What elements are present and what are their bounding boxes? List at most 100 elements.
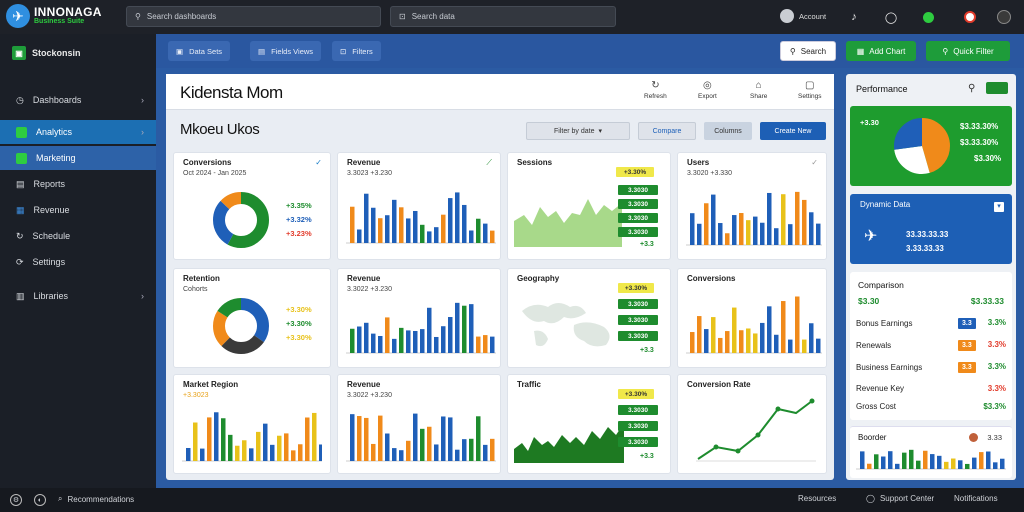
card-title: Revenue — [347, 158, 381, 167]
green-summary-card[interactable]: +3.30 $3.33.30% $3.33.30% $3.30% — [850, 106, 1012, 186]
settings-action[interactable]: ▢ Settings — [798, 80, 822, 100]
list-item[interactable]: Renewals 3.3 3.3% — [856, 340, 1006, 351]
columns-button[interactable]: Columns — [704, 122, 752, 140]
chart-bar — [972, 457, 977, 469]
right-panel: Performance ⚲ +3.30 $3.33.30% $3.33.30% … — [846, 74, 1016, 480]
sidebar-item-revenue[interactable]: ▦ Revenue — [0, 198, 156, 222]
card-revenue-2[interactable]: Revenue 3.3022 +3.230 — [337, 268, 501, 368]
tab-filters[interactable]: ⊡ Filters — [332, 41, 381, 61]
settings-button[interactable]: ⚙ — [10, 494, 22, 506]
list-value: $3.33.33 — [970, 296, 1004, 306]
tab-data-sets[interactable]: ▣ Data Sets — [168, 41, 231, 61]
list-item[interactable]: Bonus Earnings 3.3 3.3% — [856, 318, 1006, 329]
add-chart-button[interactable]: ▦ Add Chart — [846, 41, 916, 61]
card-sessions[interactable]: Sessions +3.30% 3.3030 3.3030 3.3030 3.3… — [507, 152, 671, 260]
bar-chart — [346, 413, 496, 462]
notifications-icon[interactable] — [962, 9, 978, 25]
card-conversion-rate[interactable]: Conversion Rate — [677, 374, 827, 474]
profile-icon[interactable] — [996, 9, 1012, 25]
card-conversions[interactable]: Conversions Oct 2024 - Jan 2025 ✓ +3.35%… — [173, 152, 331, 260]
card-conversions-2[interactable]: Conversions — [677, 268, 827, 368]
user-menu[interactable]: Account — [780, 9, 826, 23]
comparison-list: Comparison $3.30 $3.33.33 — [850, 272, 1012, 420]
export-action[interactable]: ◎ Export — [698, 80, 717, 100]
mini-card-title: Boorder — [858, 433, 887, 442]
sidebar-item-analytics[interactable]: Analytics › — [0, 120, 156, 144]
list-item[interactable]: Gross Cost $3.3% — [856, 402, 1006, 411]
chart-bar — [434, 336, 439, 353]
card-market-region[interactable]: Market Region +3.3023 — [173, 374, 331, 474]
data-tag: 3.3030 — [618, 331, 658, 341]
global-search-input[interactable]: ⚲ Search dashboards — [126, 6, 381, 27]
card-traffic[interactable]: Traffic +3.30% 3.3030 3.3030 3.3030 +3.3 — [507, 374, 671, 474]
chart-bar — [455, 192, 460, 243]
tab-fields-views[interactable]: ▤ Fields Views — [250, 41, 322, 61]
refresh-action[interactable]: ↻ Refresh — [644, 80, 667, 100]
recommendations-link[interactable]: ⌕ Recommendations — [58, 494, 134, 504]
toggle-switch[interactable] — [986, 82, 1008, 94]
chart-bar — [809, 323, 814, 353]
chart-bar — [725, 331, 730, 353]
card-users[interactable]: Users 3.3020 +3.330 ✓ — [677, 152, 827, 260]
bell-icon[interactable]: ♪ — [851, 11, 857, 23]
support-link[interactable]: ◯ Support Center — [866, 494, 934, 503]
sidebar-item-settings[interactable]: ⟳ Settings — [0, 250, 156, 274]
bottom-mini-chart-card[interactable]: Boorder 3.33 — [850, 426, 1012, 478]
card-revenue-3[interactable]: Revenue 3.3022 +3.230 — [337, 374, 501, 474]
chevron-down-icon[interactable]: ▾ — [994, 202, 1004, 212]
chart-bar — [760, 222, 765, 245]
chart-bar — [413, 210, 418, 243]
quick-filter-button[interactable]: ⚲ Quick Filter — [926, 41, 1010, 61]
list-item-label: Business Earnings — [856, 363, 923, 372]
sidebar-item-libraries[interactable]: ▥ Libraries › — [0, 284, 156, 308]
chart-bar — [781, 194, 786, 245]
filter-icon: ⊡ — [399, 12, 406, 21]
chevron-right-icon: › — [141, 127, 144, 137]
chart-bar — [350, 328, 355, 353]
blue-card-value: 3.33.33.33 — [906, 244, 944, 253]
status-icon[interactable] — [920, 9, 936, 25]
search-button[interactable]: ⚲ Search — [780, 41, 836, 61]
chart-bar — [441, 326, 446, 353]
search-icon[interactable]: ⚲ — [968, 83, 976, 94]
chart-bar — [802, 199, 807, 245]
chart-bar — [448, 317, 453, 353]
blue-card-value: 33.33.33.33 — [906, 230, 949, 239]
sidebar-item-reports[interactable]: ▤ Reports — [0, 172, 156, 196]
sidebar-item-dashboards[interactable]: ◷ Dashboards › — [0, 88, 156, 112]
calendar-icon: ▾ — [598, 128, 602, 135]
data-search-input[interactable]: ⊡ Search data — [390, 6, 616, 27]
card-subtitle: 3.3020 +3.330 — [687, 170, 732, 177]
theme-button[interactable]: ◐ — [34, 494, 46, 506]
avatar — [969, 433, 978, 442]
compare-button[interactable]: Compare — [638, 122, 696, 140]
card-retention[interactable]: Retention Cohorts +3.30% +3.30% +3.30% — [173, 268, 331, 368]
card-title: Conversions — [183, 158, 232, 167]
sidebar-item-schedule[interactable]: ↻ Schedule — [0, 224, 156, 248]
sidebar-item-marketing[interactable]: Marketing — [0, 146, 156, 170]
card-revenue-1[interactable]: Revenue 3.3023 +3.230 ⟋ — [337, 152, 501, 260]
list-item-pill: 3.3 — [958, 340, 976, 351]
date-filter-select[interactable]: Filter by date ▾ — [526, 122, 630, 140]
help-icon[interactable]: ◯ — [884, 11, 898, 24]
list-item[interactable]: Business Earnings 3.3 3.3% — [856, 362, 1006, 373]
share-action[interactable]: ⌂ Share — [750, 80, 767, 100]
help-icon: ◯ — [866, 494, 875, 503]
app-logo[interactable]: ✈ INNONAGA Business Suite — [6, 4, 102, 28]
sidebar-header[interactable]: ▣ Stockonsin — [12, 46, 81, 60]
chart-bar — [399, 207, 404, 243]
card-geography[interactable]: Geography +3.30% 3.3030 3.3030 3.3030 +3… — [507, 268, 671, 368]
chart-bar — [867, 463, 872, 469]
chart-bar — [270, 444, 275, 461]
data-tag: 3.3030 — [618, 185, 658, 195]
chart-bar — [413, 330, 418, 353]
create-new-button[interactable]: Create New — [760, 122, 826, 140]
line-chart — [696, 398, 816, 462]
list-item-value: 3.3% — [987, 318, 1006, 327]
notifications-link[interactable]: Notifications — [954, 494, 998, 503]
list-item[interactable]: Revenue Key 3.3% — [856, 384, 1006, 393]
blue-data-card[interactable]: Dynamic Data ▾ ✈ 33.33.33.33 3.33.33.33 — [850, 194, 1012, 264]
resources-link[interactable]: Resources — [798, 494, 836, 503]
folder-icon: ▣ — [176, 46, 184, 56]
chart-bar — [746, 328, 751, 353]
